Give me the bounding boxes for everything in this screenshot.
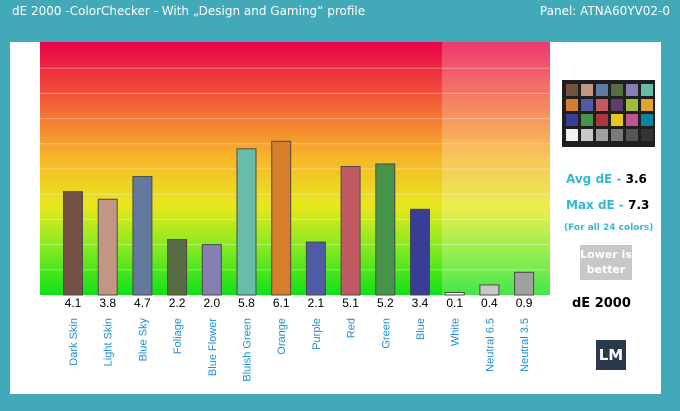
bar [444,291,465,296]
max-de-stat: Max dE - 7.3 [566,198,649,212]
colorchecker-swatch [611,114,623,126]
value-label: 4.1 [65,296,82,310]
value-label: 3.4 [412,296,429,310]
value-label: 3.8 [99,296,116,310]
laptopmedia-logo: LM [596,340,626,370]
avg-de-label: Avg dE - [566,172,622,186]
colorchecker-swatch [641,84,653,96]
bar [63,191,83,296]
lower-is-better-badge: Lower is better [580,245,632,280]
y-tick-label: 8.0 [12,86,30,101]
colorchecker-swatch [566,114,578,126]
y-tick-label: 7.0 [12,112,30,127]
value-label: 5.8 [238,296,255,310]
avg-de-stat: Avg dE - 3.6 [566,172,647,186]
category-label: Purple [311,318,323,350]
y-tick-label: 1.0 [12,263,30,278]
colorchecker-swatch [596,84,608,96]
colorchecker-swatch [596,129,608,141]
colorchecker-swatch [596,114,608,126]
y-tick-label: 9.0 [12,61,30,76]
bar [271,140,292,296]
colorchecker-swatch [596,99,608,111]
value-label: 2.2 [169,296,186,310]
chart-title: dE 2000 -ColorChecker - With „Design and… [12,4,366,18]
value-label: 5.2 [377,296,394,310]
colorchecker-swatch [581,84,593,96]
colorchecker-swatch [611,129,623,141]
neutral-zone-shade [442,42,550,295]
value-label: 2.0 [203,296,220,310]
colorchecker-swatch [626,129,638,141]
colorchecker-swatch [566,84,578,96]
y-tick-label: 4.0 [12,187,30,202]
bar [305,241,326,296]
plot-background [40,42,550,295]
category-label: Foliage [172,318,184,354]
category-label: Orange [276,318,288,355]
y-tick-label: 3.0 [12,212,30,227]
y-tick-label: 6.0 [12,137,30,152]
value-label: 5.1 [342,296,359,310]
bar [167,239,188,296]
bar [236,148,257,296]
category-label: Blue Flower [207,318,219,376]
panel-label: Panel: ATNA60YV02-0 [539,4,670,18]
bar [201,244,222,296]
max-de-label: Max dE - [566,198,624,212]
colorchecker-swatch [641,114,653,126]
colorchecker-swatch [641,129,653,141]
bar [479,284,500,296]
bar [132,176,153,296]
value-label: 0.4 [481,296,498,310]
colorchecker-swatch [581,99,593,111]
category-label: Blue Sky [137,318,149,362]
metric-label: dE 2000 [572,296,631,311]
bar [375,163,396,296]
value-label: 2.1 [308,296,325,310]
avg-de-value: 3.6 [625,172,647,186]
value-label: 6.1 [273,296,290,310]
category-label: Neutral 3.5 [519,318,531,372]
lower-line-2: better [586,263,626,276]
y-tick-label: 5.0 [12,162,30,177]
lower-line-1: Lower is [580,248,632,261]
category-label: Bluish Green [242,318,254,382]
colorchecker-swatch [626,99,638,111]
value-label: 0.1 [446,296,463,310]
all-colors-note: (For all 24 colors) [564,223,654,233]
category-label: Red [346,318,358,338]
y-tick-label: 2.0 [12,238,30,253]
category-label: Light Skin [103,318,115,366]
colorchecker-swatch [626,114,638,126]
colorchecker-swatch [566,129,578,141]
bar [340,165,361,296]
value-label: 0.9 [516,296,533,310]
colorchecker-swatch [641,99,653,111]
colorchecker-swatch [566,99,578,111]
category-label: Blue [415,318,427,340]
category-label: Green [380,318,392,349]
bar [410,208,430,296]
colorchecker-swatch [581,129,593,141]
category-label: Neutral 6.5 [484,318,496,372]
category-label: White [450,318,462,346]
colorchecker-swatch [581,114,593,126]
bar [97,198,118,296]
category-label: Dark Skin [68,318,80,366]
value-label: 4.7 [134,296,151,310]
colorchecker-swatch [626,84,638,96]
bar [514,271,535,296]
colorchecker-swatch [611,84,623,96]
colorchecker-swatch [611,99,623,111]
max-de-value: 7.3 [628,198,650,212]
